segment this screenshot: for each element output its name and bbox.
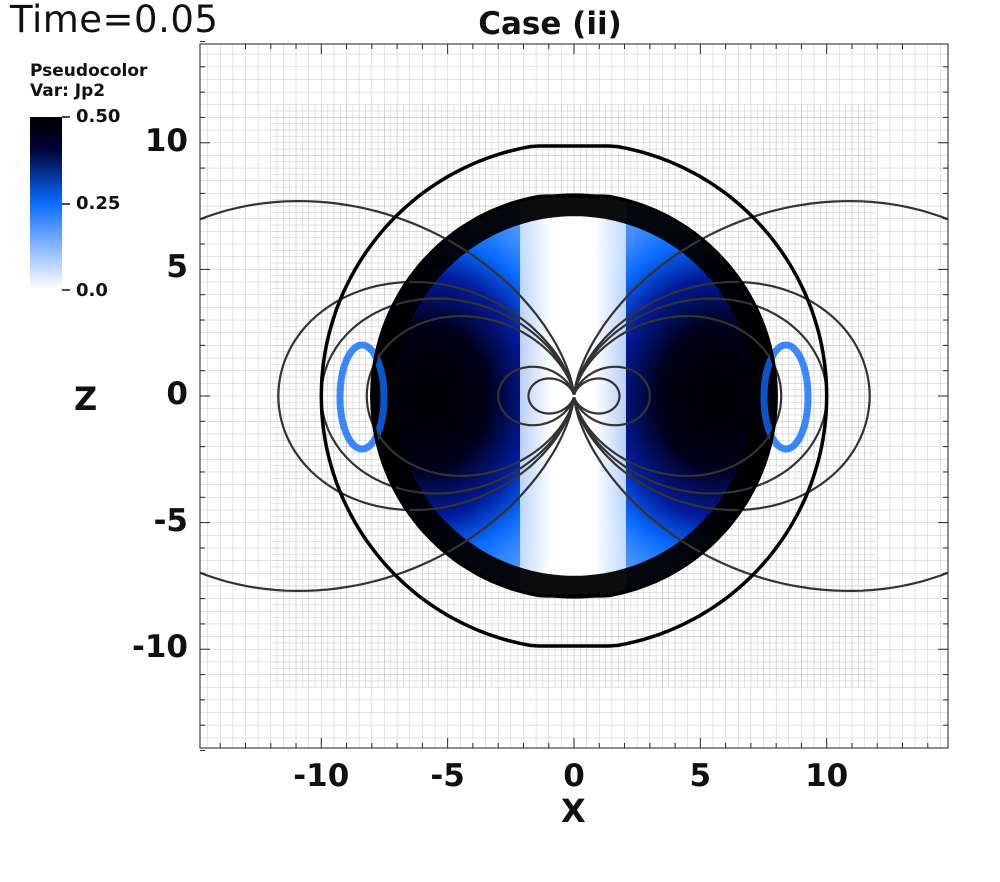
y-tick-label: 0 — [166, 376, 188, 412]
x-tick-label: 5 — [689, 758, 712, 794]
outer-boundary — [319, 144, 829, 648]
heatmap-cusp-right — [760, 341, 812, 453]
field-line-polar — [497, 365, 575, 427]
x-tick-label: 10 — [805, 758, 849, 794]
inner-boundary — [370, 194, 778, 598]
field-line-polar — [527, 377, 575, 415]
y-tick-label: 10 — [144, 122, 188, 159]
heatmap-field — [336, 193, 812, 599]
field-line-polar — [573, 365, 651, 427]
x-tick-label: 0 — [563, 758, 585, 794]
heatmap-center-column — [520, 196, 626, 598]
colorbar-mid-label: 0.25 — [76, 193, 121, 214]
field-line-loop — [573, 280, 871, 512]
boundaries — [319, 144, 829, 648]
field-line-loop — [573, 315, 783, 477]
colorbar — [30, 117, 62, 289]
chart-title: Case (ii) — [478, 6, 622, 42]
colorbar-min-label: 0.0 — [76, 280, 108, 301]
y-tick-label: 5 — [166, 249, 188, 286]
field-line-loop — [277, 280, 575, 512]
colorbar-max-label: 0.50 — [76, 106, 121, 127]
legend-title-line1: Pseudocolor — [30, 61, 148, 81]
field-line-loop — [365, 315, 575, 477]
y-axis-title: Z — [74, 380, 98, 418]
heatmap-lobe-left — [372, 197, 598, 597]
heatmap-cusp-left — [336, 341, 388, 453]
legend-title-line2: Var: Jp2 — [30, 81, 106, 101]
field-line-loop — [573, 199, 948, 593]
heatmap-lobe-right — [548, 197, 774, 597]
y-tick-label: -10 — [131, 629, 188, 666]
y-tick-label: -5 — [153, 502, 188, 539]
x-tick-label: -5 — [430, 758, 465, 794]
time-label: Time=0.05 — [10, 0, 219, 41]
field-line-polar — [573, 377, 621, 415]
x-axis-title: X — [561, 792, 586, 830]
field-line-loop — [200, 199, 575, 593]
legend-title: Pseudocolor Var: Jp2 — [30, 61, 147, 101]
axis-ticks — [200, 40, 948, 752]
x-tick-label: -10 — [293, 758, 350, 794]
